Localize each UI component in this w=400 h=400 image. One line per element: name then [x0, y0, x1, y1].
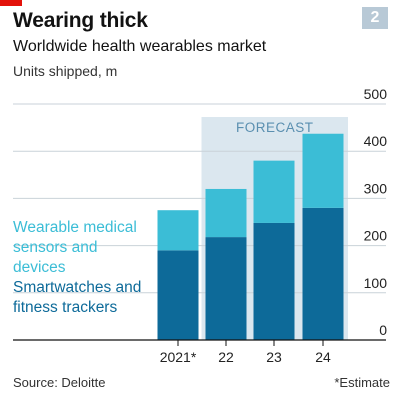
bar-medical-sensors-2	[253, 160, 295, 223]
x-tick-label: 22	[218, 349, 234, 365]
y-tick-label: 500	[364, 86, 388, 102]
chart-subtitle: Worldwide health wearables market	[13, 38, 267, 55]
bar-smartwatches-0	[157, 250, 199, 340]
bar-medical-sensors-1	[205, 188, 247, 238]
forecast-label: FORECAST	[236, 120, 314, 135]
bar-medical-sensors-3	[302, 133, 344, 208]
y-tick-label: 300	[364, 180, 388, 196]
y-tick-label: 400	[364, 133, 388, 149]
bar-medical-sensors-0	[157, 210, 199, 251]
bar-smartwatches-3	[302, 207, 344, 340]
legend-smartwatches: Smartwatches and fitness trackers	[13, 279, 141, 316]
bar-smartwatches-1	[205, 237, 247, 340]
chart-title: Wearing thick	[13, 9, 148, 32]
x-tick-label: 24	[315, 349, 331, 365]
brand-red-tag	[0, 0, 22, 6]
estimate-note: *Estimate	[334, 375, 390, 390]
source-note: Source: Deloitte	[13, 375, 106, 390]
unit-label: Units shipped, m	[13, 63, 118, 79]
page-number-badge: 2	[362, 7, 388, 29]
legend-medical-sensors: Wearable medical sensors and devices	[13, 219, 137, 276]
y-tick-label: 100	[364, 275, 388, 291]
bar-smartwatches-2	[253, 222, 295, 340]
x-tick-label: 2021*	[160, 349, 197, 365]
x-tick-label: 23	[266, 349, 282, 365]
y-tick-label: 200	[364, 228, 388, 244]
y-tick-label: 0	[379, 322, 387, 338]
